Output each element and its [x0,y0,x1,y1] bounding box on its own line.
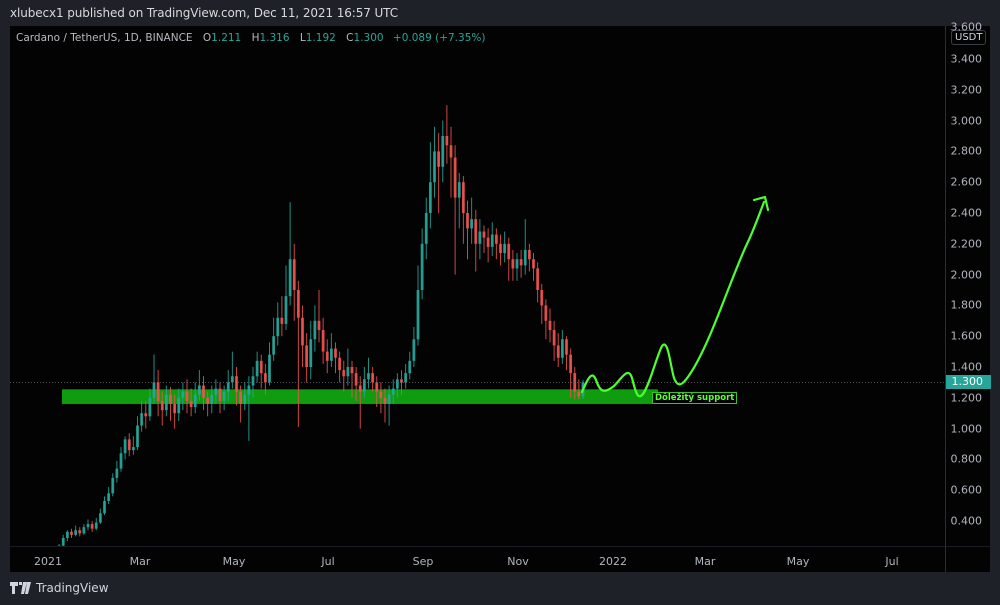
last-price-badge: 1.300 [946,375,991,390]
chart-pane[interactable]: Cardano / TetherUS, 1D, BINANCE O1.211 H… [10,21,991,572]
price-tick: 0.400 [950,514,983,528]
time-tick: Sep [412,555,434,568]
time-tick: May [786,555,810,568]
time-tick: 2022 [599,555,627,568]
price-tick: 2.200 [950,237,983,251]
price-tick: 2.800 [950,144,983,158]
price-tick: 0.600 [950,483,983,497]
arrow-head-icon [752,195,770,212]
symbol-legend: Cardano / TetherUS, 1D, BINANCE O1.211 H… [16,32,486,44]
price-tick: 1.600 [950,329,983,343]
time-tick: Jul [885,555,899,568]
price-tick: 3.200 [950,83,983,97]
price-tick: 2.000 [950,268,983,282]
brand-name: TradingView [36,581,109,595]
price-tick: 2.600 [950,175,983,189]
candlestick-chart [10,105,945,546]
price-tick: 1.000 [950,422,983,436]
low-value: 1.192 [305,32,336,44]
projection-path [580,200,766,398]
time-tick: Mar [694,555,716,568]
change-value: +0.089 (+7.35%) [392,32,486,44]
price-tick: 0.800 [950,452,983,466]
price-tick: 1.200 [950,391,983,405]
close-value: 1.300 [353,32,384,44]
currency-badge[interactable]: USDT [951,30,987,45]
publish-info: xlubecx1 published on TradingView.com, D… [10,6,398,20]
high-value: 1.316 [259,32,290,44]
plot-area[interactable] [10,26,945,546]
time-tick: Jul [321,555,335,568]
tradingview-logo: TradingView [10,581,109,595]
tradingview-logo-icon [10,582,31,594]
time-axis[interactable]: 2021 Mar May Jul Sep Nov 2022 Mar May Jul [10,546,945,572]
time-tick: May [222,555,246,568]
time-tick: 2021 [34,555,62,568]
time-tick: Nov [507,555,529,568]
price-tick: 2.400 [950,206,983,220]
support-label[interactable]: Dôležitý support [652,391,738,404]
open-value: 1.211 [211,32,242,44]
price-tick: 3.000 [950,114,983,128]
price-tick: 3.400 [950,52,983,66]
symbol-title: Cardano / TetherUS, 1D, BINANCE [16,32,193,44]
time-tick: Mar [129,555,151,568]
price-tick: 1.800 [950,298,983,312]
axis-corner [945,546,990,572]
price-tick: 3.600 [950,20,983,34]
price-tick: 1.400 [950,360,983,374]
price-axis[interactable]: USDT 3.600 3.400 3.200 3.000 2.800 2.600 2.400… [945,21,991,572]
